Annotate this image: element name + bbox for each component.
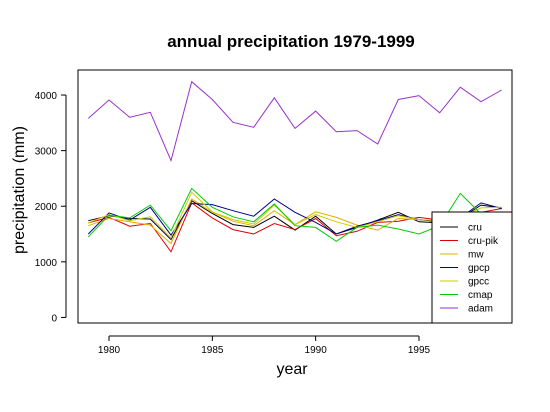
legend-label-cru-pik: cru-pik (468, 236, 499, 247)
x-axis-label: year (276, 361, 308, 378)
x-tick-label: 1985 (201, 345, 224, 356)
y-tick-label: 3000 (35, 147, 58, 158)
legend-label-cmap: cmap (468, 290, 493, 301)
x-tick-label: 1990 (305, 345, 328, 356)
legend-label-mw: mw (468, 250, 484, 261)
y-tick-label: 0 (51, 313, 57, 324)
chart-title: annual precipitation 1979-1999 (167, 32, 415, 51)
y-tick-label: 2000 (35, 202, 58, 213)
legend-label-gpcp: gpcp (468, 263, 490, 274)
plot-frame (77, 69, 513, 324)
x-tick-label: 1995 (408, 345, 431, 356)
legend-label-gpcc: gpcc (468, 277, 489, 288)
series-line-adam (87, 80, 502, 163)
legend-label-cru: cru (468, 223, 482, 234)
y-tick-label: 4000 (35, 91, 58, 102)
x-tick-label: 1980 (98, 345, 121, 356)
legend-label-adam: adam (468, 304, 493, 315)
axes: 1980 1985 1990 1995 0 1000 2000 3000 4000 (35, 91, 431, 356)
y-tick-label: 1000 (35, 258, 58, 269)
legend: cru cru-pik mw gpcp gpcc cmap adam (431, 211, 513, 324)
y-axis-label: precipitation (mm) (11, 126, 28, 254)
